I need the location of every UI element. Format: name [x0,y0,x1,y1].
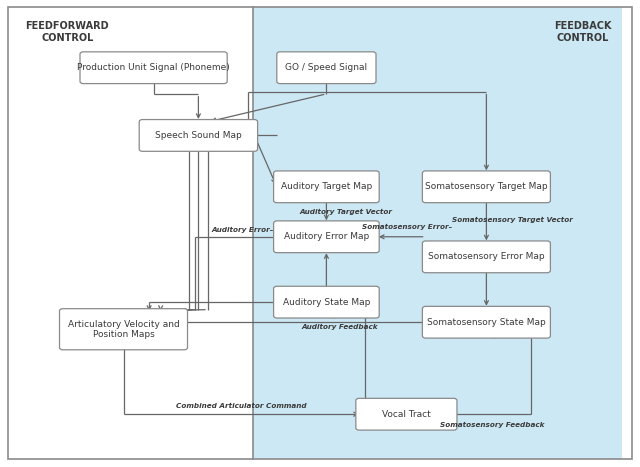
FancyBboxPatch shape [60,309,188,350]
FancyBboxPatch shape [80,52,227,84]
FancyBboxPatch shape [422,171,550,203]
FancyBboxPatch shape [422,241,550,273]
Bar [253,7,622,459]
Text: Auditory Error Map: Auditory Error Map [284,232,369,241]
Text: Somatosensory State Map: Somatosensory State Map [427,318,546,327]
Text: Auditory Feedback: Auditory Feedback [301,324,378,331]
Text: Vocal Tract: Vocal Tract [382,410,431,419]
FancyBboxPatch shape [422,306,550,338]
FancyBboxPatch shape [274,171,380,203]
Text: Auditory Target Vector: Auditory Target Vector [299,209,392,215]
Text: Speech Sound Map: Speech Sound Map [155,131,242,140]
FancyBboxPatch shape [274,221,380,253]
Text: FEEDFORWARD
CONTROL: FEEDFORWARD CONTROL [26,21,109,42]
FancyBboxPatch shape [356,398,457,430]
Text: Somatosensory Target Map: Somatosensory Target Map [425,182,548,191]
Text: FEEDBACK
CONTROL: FEEDBACK CONTROL [554,21,611,42]
FancyBboxPatch shape [274,286,380,318]
Text: Somatosensory Error Map: Somatosensory Error Map [428,252,545,262]
Text: Auditory Target Map: Auditory Target Map [281,182,372,191]
Text: Auditory State Map: Auditory State Map [283,297,370,307]
Text: Auditory Error–: Auditory Error– [211,226,274,233]
Text: Combined Articulator Command: Combined Articulator Command [176,403,307,409]
Text: Articulatory Velocity and
Position Maps: Articulatory Velocity and Position Maps [68,319,179,339]
Text: Somatosensory Error–: Somatosensory Error– [362,224,452,231]
Text: Production Unit Signal (Phoneme): Production Unit Signal (Phoneme) [77,63,230,72]
Text: Somatosensory Feedback: Somatosensory Feedback [440,421,545,428]
Text: GO / Speed Signal: GO / Speed Signal [285,63,367,72]
Text: Somatosensory Target Vector: Somatosensory Target Vector [452,216,572,223]
FancyBboxPatch shape [277,52,376,84]
FancyBboxPatch shape [140,120,257,151]
